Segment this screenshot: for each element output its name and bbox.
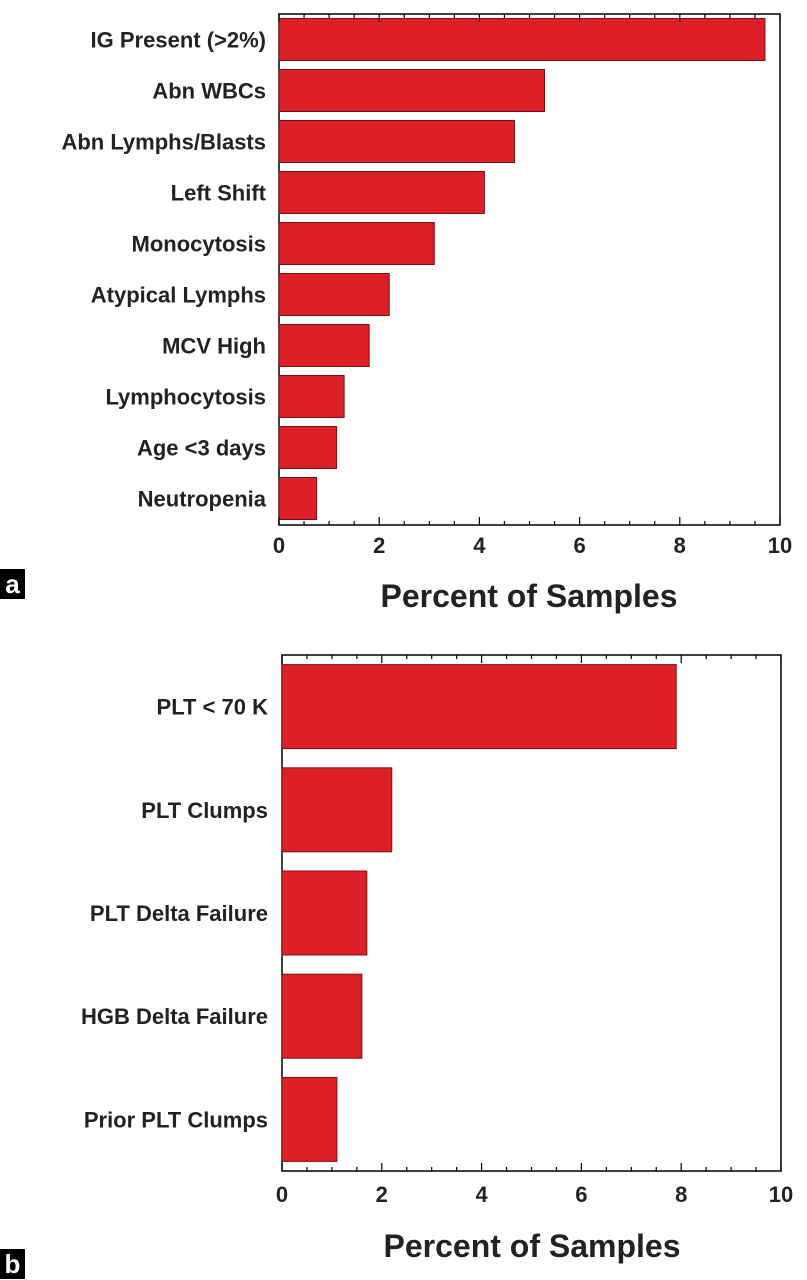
bar <box>281 664 677 750</box>
bar <box>278 120 515 163</box>
bar <box>281 767 393 853</box>
x-tick-label: 0 <box>273 533 285 558</box>
x-tick-label: 6 <box>573 533 585 558</box>
category-label: Neutropenia <box>138 487 267 512</box>
bar <box>281 870 368 956</box>
panel-label-a: a <box>0 569 25 599</box>
x-tick-label: 0 <box>276 1182 288 1207</box>
category-label: PLT < 70 K <box>157 695 269 720</box>
bar <box>281 973 363 1059</box>
bar <box>278 18 766 61</box>
x-axis-title: Percent of Samples <box>384 1228 681 1264</box>
category-label: Age <3 days <box>137 436 266 461</box>
x-tick-label: 2 <box>376 1182 388 1207</box>
x-tick-label: 4 <box>475 1182 488 1207</box>
chart-panel-b: PLT < 70 K PLT Clumps PLT Delta Failure HGB… <box>81 654 793 1264</box>
bar <box>278 375 345 418</box>
x-tick-label: 6 <box>575 1182 587 1207</box>
category-label: HGB Delta Failure <box>81 1004 268 1029</box>
x-tick-label: 10 <box>768 533 792 558</box>
category-label: Monocytosis <box>132 232 266 257</box>
category-label: Abn WBCs <box>152 79 266 104</box>
category-label: PLT Clumps <box>141 798 268 823</box>
x-tick-label: 8 <box>675 1182 687 1207</box>
category-label: Left Shift <box>171 181 267 206</box>
chart-panel-a: IG Present (>2%) Abn WBCs Abn Lymphs/Blast… <box>61 13 792 614</box>
x-tick-label: 10 <box>769 1182 793 1207</box>
panel-label-b: b <box>0 1249 25 1279</box>
bar <box>278 324 370 367</box>
bar <box>278 273 390 316</box>
bar <box>281 1076 338 1162</box>
x-tick-label: 4 <box>473 533 486 558</box>
x-axis-title: Percent of Samples <box>381 578 678 614</box>
bar <box>278 222 435 265</box>
category-label: PLT Delta Failure <box>90 901 268 926</box>
category-label: Atypical Lymphs <box>91 283 266 308</box>
bar <box>278 171 485 214</box>
bar <box>278 69 546 112</box>
x-tick-label: 8 <box>674 533 686 558</box>
category-label: MCV High <box>162 334 266 359</box>
category-label: Abn Lymphs/Blasts <box>61 130 266 155</box>
category-label: Prior PLT Clumps <box>84 1107 268 1132</box>
x-tick-label: 2 <box>373 533 385 558</box>
bar <box>278 426 338 469</box>
category-label: IG Present (>2%) <box>91 28 266 53</box>
bar <box>278 477 318 520</box>
category-label: Lymphocytosis <box>105 385 266 410</box>
